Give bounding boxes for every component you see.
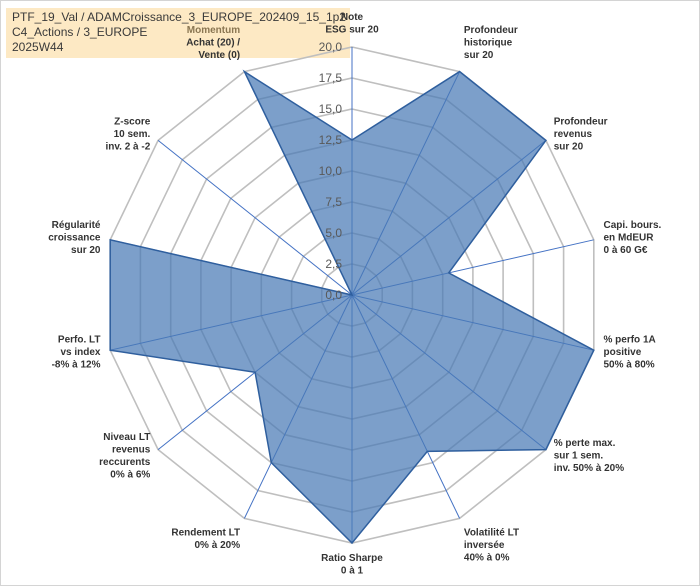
header-line-category: C4_Actions / 3_EUROPE — [12, 25, 148, 39]
axis-label-line: inv. 50% à 20% — [554, 463, 625, 474]
axis-label-line: 0% à 20% — [195, 540, 241, 551]
axis-label-line: Perfo. LT — [58, 335, 101, 346]
axis-spoke — [157, 140, 353, 296]
axis-label-line: -8% à 12% — [52, 360, 101, 371]
tick-label: 17,5 — [319, 71, 343, 85]
axis-label-line: historique — [464, 38, 513, 49]
axis-label: % perfo 1A positive 50% à 80% — [604, 335, 656, 371]
axis-label-line: revenus — [554, 129, 593, 140]
radar-series — [109, 69, 595, 545]
axis-label-line: croissance — [48, 232, 101, 243]
axis-label: Rendement LT 0% à 20% — [171, 527, 240, 551]
radar-axis-labels: Note ESG sur 20 Profondeur historique sur 20… — [48, 12, 661, 577]
axis-label-line: Profondeur — [464, 25, 518, 36]
header-line-week: 2025W44 — [12, 40, 64, 54]
axis-label: Note ESG sur 20 — [325, 12, 379, 36]
tick-label: 5,0 — [325, 226, 342, 240]
axis-label: Niveau LT revenus reccurents 0% à 6% — [99, 432, 151, 481]
axis-label-line: sur 1 sem. — [554, 451, 604, 462]
portfolio-header: PTF_19_Val / ADAMCroissance_3_EUROPE_202… — [6, 8, 350, 58]
tick-label: 10,0 — [319, 164, 343, 178]
axis-label-line: inversée — [464, 540, 505, 551]
axis-label: % perte max. sur 1 sem. inv. 50% à 20% — [554, 438, 625, 474]
axis-label-line: reccurents — [99, 457, 151, 468]
axis-label: Momentum Achat (20) / Vente (0) — [186, 25, 240, 61]
axis-label: Régularité croissance sur 20 — [48, 220, 101, 256]
axis-label: Volatilité LT inversée 40% à 0% — [464, 527, 519, 563]
axis-label-line: Profondeur — [554, 116, 608, 127]
axis-label: Profondeur historique sur 20 — [464, 25, 518, 61]
axis-label: Z-score 10 sem. inv. 2 à -2 — [105, 116, 150, 152]
axis-label-line: sur 20 — [554, 141, 584, 152]
axis-label: Perfo. LT vs index -8% à 12% — [52, 335, 101, 371]
axis-label-line: % perfo 1A — [604, 335, 656, 346]
axis-label-line: Volatilité LT — [464, 527, 519, 538]
axis-label-line: 40% à 0% — [464, 552, 510, 563]
series-area — [109, 69, 595, 545]
axis-label-line: Note — [341, 12, 364, 23]
axis-label-line: Z-score — [114, 116, 151, 127]
tick-label: 7,5 — [325, 195, 342, 209]
axis-label-line: 0 à 1 — [341, 566, 364, 577]
axis-label-line: Momentum — [187, 25, 240, 36]
axis-label: Capi. bours. en MdEUR 0 à 60 G€ — [604, 220, 662, 256]
axis-label-line: positive — [604, 347, 642, 358]
axis-label-line: Niveau LT — [103, 432, 150, 443]
axis-label-line: revenus — [112, 444, 151, 455]
axis-label-line: 50% à 80% — [604, 360, 655, 371]
axis-label: Ratio Sharpe 0 à 1 — [321, 553, 383, 577]
radar-tick-labels: 0,0 2,5 5,0 7,5 10,0 12,5 15,0 17,5 20,0 — [319, 40, 343, 302]
axis-label-line: Capi. bours. — [604, 220, 662, 231]
axis-label-line: sur 20 — [464, 50, 494, 61]
axis-label-line: Vente (0) — [198, 50, 240, 61]
axis-label-line: Achat (20) / — [186, 38, 240, 49]
axis-label-line: ESG sur 20 — [325, 25, 379, 36]
tick-label: 0,0 — [325, 288, 342, 302]
axis-label-line: Régularité — [52, 220, 101, 231]
axis-label-line: Ratio Sharpe — [321, 553, 383, 564]
axis-label-line: en MdEUR — [604, 232, 655, 243]
axis-label-line: 0% à 6% — [110, 469, 150, 480]
tick-label: 12,5 — [319, 133, 343, 147]
axis-label: Profondeur revenus sur 20 — [554, 116, 608, 152]
tick-label: 20,0 — [319, 40, 343, 54]
tick-label: 2,5 — [325, 257, 342, 271]
axis-label-line: % perte max. — [554, 438, 616, 449]
tick-label: 15,0 — [319, 102, 343, 116]
axis-label-line: 10 sem. — [114, 129, 151, 140]
axis-label-line: vs index — [60, 347, 100, 358]
axis-label-line: Rendement LT — [171, 527, 240, 538]
header-line-portfolio: PTF_19_Val / ADAMCroissance_3_EUROPE_202… — [12, 10, 346, 24]
axis-label-line: 0 à 60 G€ — [604, 245, 648, 256]
axis-label-line: sur 20 — [71, 245, 101, 256]
axis-label-line: inv. 2 à -2 — [105, 141, 150, 152]
